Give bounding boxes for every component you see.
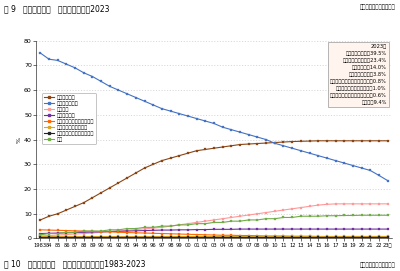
Y-axis label: %: % (16, 137, 21, 143)
Legend: 糖尿病性腎症, 慢性糸球体腎炎, 腎硬化症, 多発性嚢胞腎, 慢性腎盂腎炎，間質性腎炎, 急速進行性糸球体腎炎, 自己免疫性疾患に伴う腎炎, 不明: 糖尿病性腎症, 慢性糸球体腎炎, 腎硬化症, 多発性嚢胞腎, 慢性腎盂腎炎，間質… (42, 93, 96, 144)
Text: 図 10   慢性透析患者   原疾患割合の推移，1983-2023: 図 10 慢性透析患者 原疾患割合の推移，1983-2023 (4, 259, 146, 268)
Text: （患者調査による集計）: （患者調査による集計） (360, 4, 396, 10)
Text: 2023年
糖尿病性腎症　：39.5%
慢性糸球体腎炎　：23.4%
腎硬化症　：14.0%
多発性嚢胞腎　：3.8%
慢性腎盂腎炎，間質性腎炎　：0.8%
急: 2023年 糖尿病性腎症 ：39.5% 慢性糸球体腎炎 ：23.4% 腎硬化症 … (330, 44, 387, 105)
Text: （患者調査による集計）: （患者調査による集計） (360, 263, 396, 268)
Text: 図 9   慢性透析患者   原疾患と性別，2023: 図 9 慢性透析患者 原疾患と性別，2023 (4, 4, 110, 13)
